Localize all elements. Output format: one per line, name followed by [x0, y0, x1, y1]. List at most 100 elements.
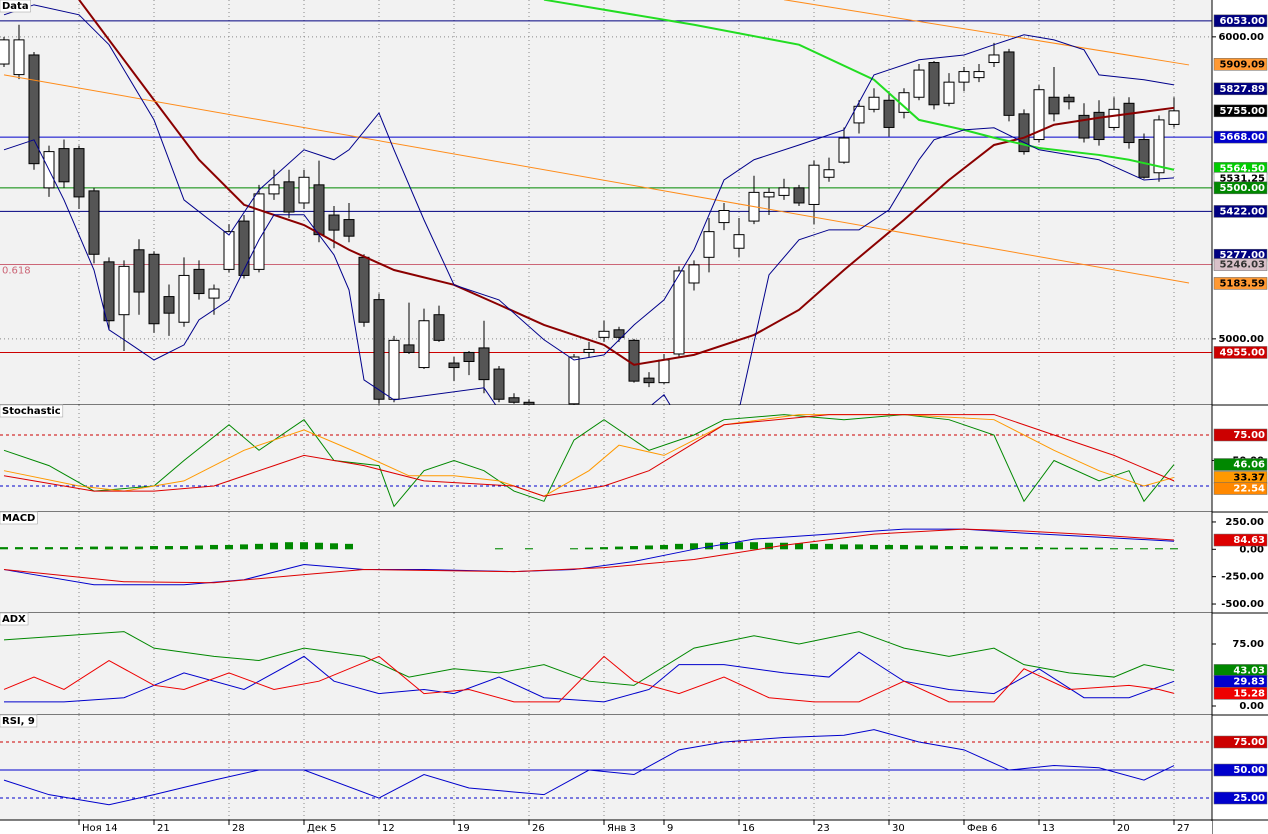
indicator-line — [4, 651, 1175, 703]
pane-title: Data — [2, 1, 29, 12]
candle-body — [208, 288, 220, 299]
price-label-box — [1213, 205, 1268, 218]
price-label-box — [1213, 258, 1268, 271]
histogram-bar — [225, 544, 233, 550]
candle-body — [508, 397, 520, 403]
candle-body — [313, 184, 325, 236]
x-tick-label: Янв 3 — [607, 823, 636, 834]
candle-body — [778, 187, 790, 196]
price-label-box — [1213, 458, 1268, 471]
overlay-line — [783, 0, 1190, 66]
histogram-bar — [285, 542, 293, 550]
histogram-bar — [735, 542, 743, 550]
histogram-bar — [885, 544, 893, 550]
price-label-box — [1213, 181, 1268, 195]
pane-background — [0, 613, 1212, 715]
histogram-bar — [900, 544, 908, 550]
price-label-box — [1213, 14, 1268, 28]
indicator-line — [3, 655, 1175, 703]
pane — [0, 0, 1212, 405]
histogram-bar — [990, 546, 998, 550]
pane-title-box — [0, 511, 38, 525]
histogram-bar — [15, 547, 23, 550]
pane-title-box — [0, 404, 64, 418]
candle-body — [343, 219, 355, 237]
x-tick-label: 23 — [817, 823, 830, 834]
candle-body — [958, 71, 970, 83]
candle-body — [838, 137, 850, 163]
histogram-bar — [150, 546, 158, 550]
candle-body — [1063, 96, 1075, 103]
candle-body — [883, 99, 895, 128]
histogram-bar — [495, 548, 503, 550]
price-label-box — [1213, 687, 1268, 700]
y-tick-label: -250.00 — [1221, 572, 1264, 583]
candle-body — [568, 356, 580, 405]
histogram-bar — [780, 542, 788, 550]
histogram-bar — [975, 546, 983, 550]
price-label: 5531.25 — [1219, 173, 1265, 184]
histogram-bar — [30, 547, 38, 550]
histogram-bar — [255, 543, 263, 550]
candle-body — [148, 253, 160, 325]
candle-body — [988, 54, 1000, 64]
histogram-bar — [90, 546, 98, 550]
histogram-bar — [60, 547, 68, 550]
x-tick-label: Дек 5 — [307, 823, 337, 834]
candle-body — [1003, 51, 1015, 116]
candle-body — [298, 176, 310, 204]
candle-body — [328, 214, 340, 231]
candle-body — [583, 348, 595, 353]
histogram-bar — [960, 546, 968, 550]
price-label-box — [1213, 482, 1268, 495]
histogram-bar — [690, 543, 698, 550]
price-label: 15.28 — [1233, 688, 1265, 699]
histogram-bar — [810, 543, 818, 550]
candle-body — [658, 359, 670, 384]
price-label: 46.06 — [1233, 460, 1265, 471]
price-label: 5564.50 — [1219, 163, 1265, 174]
histogram-bar — [840, 544, 848, 550]
histogram-bar — [645, 545, 653, 550]
candle-body — [463, 351, 475, 363]
overlay-line — [3, 127, 1175, 405]
candle-body — [178, 274, 190, 323]
candle-body — [28, 54, 40, 165]
candle-body — [1123, 102, 1135, 144]
histogram-bar — [705, 542, 713, 550]
histogram-bar — [315, 542, 323, 550]
candle-body — [973, 71, 985, 79]
candle-body — [703, 231, 715, 258]
candle-body — [868, 96, 880, 110]
y-tick-label: 250.00 — [1225, 517, 1264, 528]
candle-body — [418, 320, 430, 369]
histogram-bar — [765, 542, 773, 550]
price-label-box — [1213, 763, 1268, 777]
histogram-bar — [0, 547, 8, 550]
candle-body — [1048, 96, 1060, 115]
histogram-bar — [300, 542, 308, 550]
price-label: 5422.00 — [1219, 206, 1265, 217]
pane-background — [0, 715, 1212, 820]
pane-title-box — [0, 714, 38, 728]
candle-body — [193, 268, 205, 295]
histogram-bar — [165, 546, 173, 550]
x-tick-label: 28 — [232, 823, 245, 834]
pane — [0, 715, 1212, 820]
overlay-line — [78, 0, 1175, 366]
y-tick-label: 0.00 — [1239, 701, 1264, 712]
candle-body — [628, 339, 640, 382]
price-label-box — [1213, 104, 1268, 118]
histogram-bar — [1095, 547, 1103, 550]
x-tick-label: 27 — [1177, 823, 1190, 834]
candle-body — [73, 148, 85, 198]
candle-body — [268, 184, 280, 195]
pane-title: ADX — [2, 614, 26, 625]
x-tick-label: 30 — [892, 823, 905, 834]
price-label-box — [1213, 346, 1268, 359]
histogram-bar — [585, 547, 593, 550]
histogram-bar — [1020, 547, 1028, 550]
histogram-bar — [330, 543, 338, 550]
price-label: 6053.00 — [1219, 16, 1265, 27]
